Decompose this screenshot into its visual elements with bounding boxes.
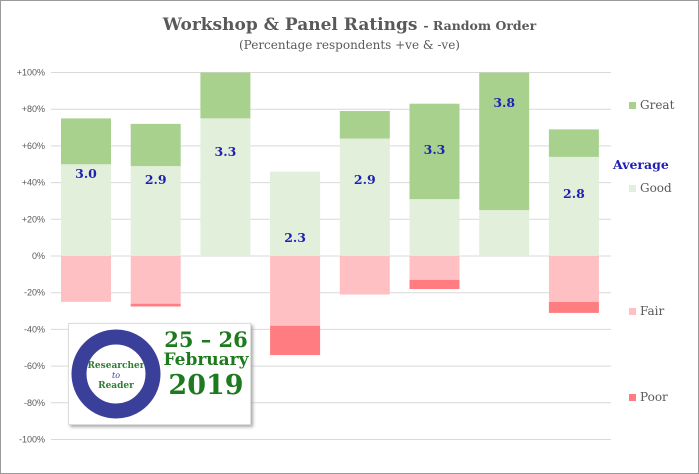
bar-poor [548,301,599,313]
bar-fair [339,256,390,295]
dates-days: 25 – 26 [164,327,248,352]
y-tick-label: +100% [17,68,45,78]
average-label: 3.0 [75,166,97,181]
legend-label-good: Good [640,181,672,195]
legend-swatch-fair [629,308,636,315]
bar-great [409,103,460,200]
y-tick-label: -100% [19,435,45,445]
bar-good [270,171,321,256]
bar-poor [270,325,321,356]
dates-month: February [163,350,249,370]
y-tick-label: +80% [22,104,45,114]
chart-title: Workshop & Panel Ratings - Random Order [1,15,698,35]
average-label: 3.3 [424,142,446,157]
y-tick-label: -60% [24,361,45,371]
bar-great [339,111,390,139]
legend-label-poor: Poor [640,390,668,404]
legend-average-label: Average [612,157,669,172]
bar-good [130,166,181,256]
chart-subtitle: (Percentage respondents +ve & -ve) [239,38,460,52]
bar-fair [61,256,111,302]
bar-fair [548,256,599,302]
bar-fair [130,256,181,304]
bar-great [130,123,181,167]
y-tick-label: -40% [24,324,45,334]
bar-good [339,138,390,256]
legend-label-great: Great [640,98,675,112]
bar-good [200,118,251,256]
title-main: Workshop & Panel Ratings [162,15,418,35]
average-label: 3.3 [215,144,237,159]
bar-good [61,164,111,256]
bar-poor [409,279,460,290]
bar-poor [130,303,181,307]
y-tick-label: +40% [22,178,45,188]
y-tick-label: -20% [24,288,45,298]
average-label: 3.8 [493,95,515,110]
y-tick-label: +20% [22,214,45,224]
bar-great [61,118,111,165]
title-suffix: - Random Order [423,18,537,33]
bar-fair [409,256,460,280]
bar-good [409,199,460,256]
average-label: 2.9 [354,172,376,187]
legend-swatch-poor [629,394,636,401]
svg-text:to: to [112,371,120,380]
legend-swatch-great [629,102,636,109]
event-dates: 25 – 26 February 2019 [161,329,251,399]
event-logo: Researcher to Reader 25 – 26 February 20… [68,323,251,425]
researcher-to-reader-logo: Researcher to Reader [71,329,161,419]
average-label: 2.9 [145,172,167,187]
bar-great [479,72,530,211]
average-label: 2.8 [563,186,585,201]
y-tick-label: -80% [24,398,45,408]
bar-great [200,72,251,119]
bar-fair [270,256,321,326]
legend-label-fair: Fair [640,304,665,318]
bar-good [479,210,530,256]
average-label: 2.3 [284,230,306,245]
legend-swatch-good [629,185,636,192]
svg-text:Researcher: Researcher [87,361,144,371]
svg-text:Reader: Reader [98,381,134,391]
bar-great [548,129,599,157]
dates-year: 2019 [168,370,244,401]
y-tick-label: 0% [32,251,45,261]
bar-good [548,156,599,256]
y-tick-label: +60% [22,141,45,151]
